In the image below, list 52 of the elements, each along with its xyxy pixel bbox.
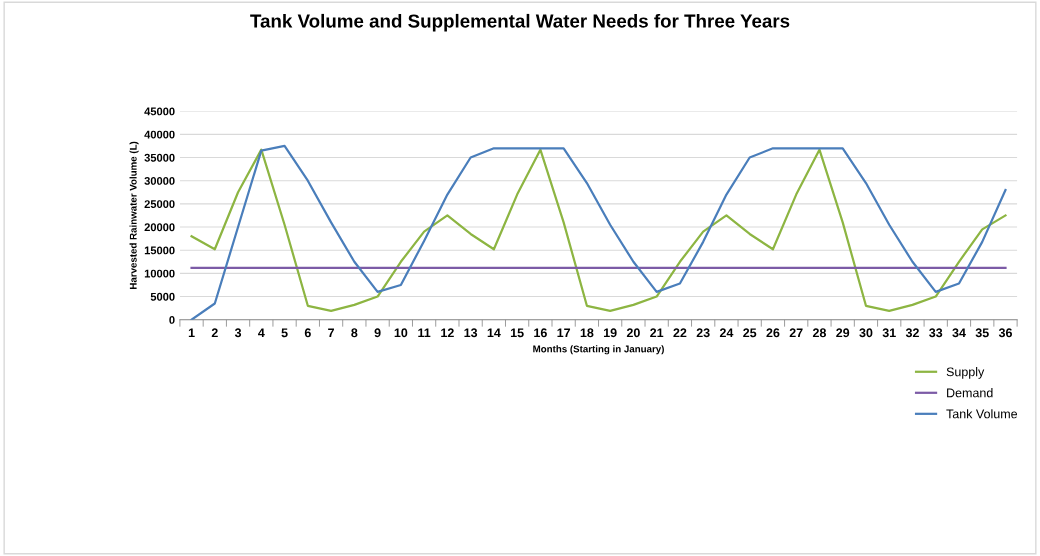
x-axis-title: Months (Starting in January) [533, 345, 664, 355]
y-tick-label: 30000 [144, 176, 175, 185]
x-tick-label: 33 [929, 328, 943, 338]
legend-label: Tank Volume [946, 409, 1018, 419]
chart-title: Tank Volume and Supplemental Water Needs for Three Years [250, 13, 790, 32]
x-tick-label: 18 [580, 328, 594, 338]
y-tick-label: 35000 [144, 153, 175, 162]
x-tick-label: 21 [650, 328, 664, 338]
y-tick-label: 20000 [144, 223, 175, 232]
x-tick-label: 27 [789, 328, 803, 338]
y-tick-label: 40000 [144, 130, 175, 139]
y-tick-label: 15000 [144, 246, 175, 255]
x-tick-label: 12 [441, 328, 454, 338]
x-tick-label: 31 [882, 328, 896, 338]
y-tick-label: 5000 [150, 292, 175, 301]
x-tick-label: 34 [952, 328, 966, 338]
x-tick-label: 10 [394, 328, 408, 338]
x-tick-label: 9 [374, 328, 381, 338]
x-tick-label: 26 [766, 328, 780, 338]
y-tick-label: 45000 [144, 107, 175, 116]
x-tick-label: 25 [743, 328, 757, 338]
y-tick-label: 25000 [144, 200, 175, 208]
x-tick-label: 4 [258, 328, 265, 338]
x-tick-label: 16 [534, 328, 547, 338]
legend-label: Demand [947, 388, 993, 398]
x-tick-label: 32 [905, 328, 919, 338]
x-tick-label: 36 [998, 328, 1012, 338]
x-tick-label: 23 [696, 328, 710, 338]
x-tick-label: 29 [836, 328, 850, 338]
x-tick-label: 17 [557, 328, 571, 338]
x-tick-label: 8 [351, 328, 358, 338]
x-tick-label: 7 [328, 328, 335, 338]
x-tick-label: 6 [304, 328, 311, 338]
x-tick-label: 3 [234, 328, 242, 338]
x-tick-label: 1 [188, 328, 195, 338]
x-tick-label: 11 [418, 328, 431, 338]
x-tick-label: 28 [812, 328, 827, 338]
x-tick-label: 24 [719, 328, 734, 338]
x-tick-label: 20 [626, 328, 640, 338]
x-tick-label: 30 [859, 328, 873, 338]
x-tick-label: 2 [211, 328, 218, 338]
x-tick-label: 14 [487, 328, 501, 338]
y-axis-title: Harvested Rainwater Volume (L) [129, 141, 139, 289]
x-tick-label: 19 [603, 328, 617, 338]
x-tick-label: 15 [510, 328, 524, 338]
x-tick-label: 22 [673, 328, 687, 338]
y-tick-label: 0 [169, 315, 175, 324]
x-tick-label: 35 [975, 328, 989, 338]
x-tick-label: 13 [464, 328, 478, 338]
legend-label: Supply [946, 367, 985, 379]
y-tick-label: 10000 [144, 269, 175, 278]
x-tick-label: 5 [281, 328, 288, 338]
